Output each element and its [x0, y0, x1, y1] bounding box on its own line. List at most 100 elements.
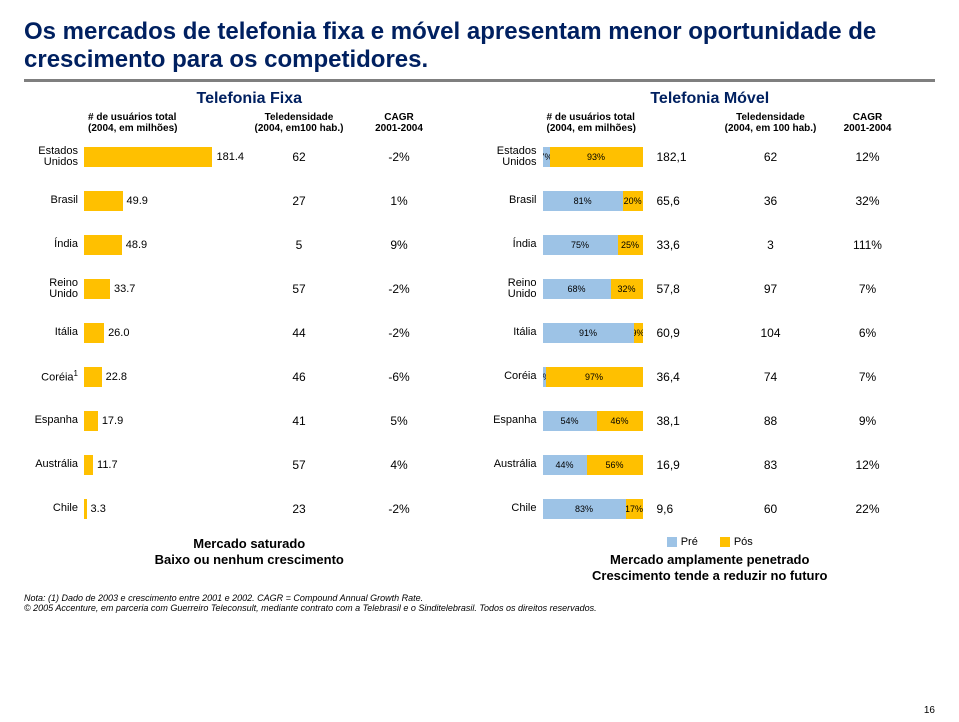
segment-pos: 56% [587, 455, 643, 475]
segment-pos: 25% [618, 235, 643, 255]
segment-pos: 20% [623, 191, 643, 211]
bar-value: 22.8 [102, 371, 127, 383]
spacer [24, 112, 84, 134]
right-footer: Pré Pós Mercado amplamente penetradoCres… [485, 536, 936, 585]
segment-pre: 91% [543, 323, 634, 343]
left-data-row: Brasil49.9271% [24, 184, 475, 218]
tele-cell: 57 [244, 282, 354, 296]
left-panel: Telefonia Fixa # de usuários total(2004,… [24, 90, 475, 526]
right-data-row: Itália91%9%60,91046% [485, 316, 936, 350]
bar [84, 455, 93, 475]
bar [84, 279, 110, 299]
bar-area: 33.7 [84, 279, 244, 299]
segment-pre: 44% [543, 455, 587, 475]
cagr-cell: 22% [827, 502, 909, 516]
content-columns: Telefonia Fixa # de usuários total(2004,… [24, 90, 935, 526]
cagr-cell: 9% [827, 414, 909, 428]
bar-area: 181.4 [84, 147, 244, 167]
spacer [655, 112, 715, 134]
right-data-row: ReinoUnido68%32%57,8977% [485, 272, 936, 306]
left-footer-text: Mercado saturadoBaixo ou nenhum crescime… [24, 536, 475, 569]
right-data-row: EstadosUnidos7%93%182,16212% [485, 140, 936, 174]
cagr-cell: 12% [827, 458, 909, 472]
row-label: ReinoUnido [485, 278, 543, 301]
page-number: 16 [924, 705, 935, 716]
legend-pos: Pós [720, 536, 753, 548]
bar-value: 11.7 [93, 459, 118, 471]
bar [84, 191, 123, 211]
left-header-row: # de usuários total(2004, em milhões) Te… [24, 112, 475, 134]
row-label: EstadosUnidos [24, 146, 84, 169]
tele-cell: 36 [715, 194, 827, 208]
segment-pre: 83% [543, 499, 626, 519]
stacked-bar-area: 83%17% [543, 499, 655, 519]
left-footer: Mercado saturadoBaixo ou nenhum crescime… [24, 536, 475, 585]
tele-cell: 88 [715, 414, 827, 428]
left-data-row: Espanha17.9415% [24, 404, 475, 438]
left-header-cagr: CAGR2001-2004 [354, 112, 444, 134]
bar-value: 33.7 [110, 283, 135, 295]
row-label: ReinoUnido [24, 278, 84, 301]
row-label: Brasil [485, 195, 543, 207]
stacked-bar-area: 54%46% [543, 411, 655, 431]
right-header-row: # de usuários total(2004, em milhões) Te… [485, 112, 936, 134]
stacked-bar: 83%17% [543, 499, 643, 519]
cagr-cell: 9% [354, 238, 444, 252]
users-cell: 60,9 [655, 326, 715, 340]
right-data-row: Chile83%17%9,66022% [485, 492, 936, 526]
stacked-bar-area: 3%97% [543, 367, 655, 387]
tele-cell: 97 [715, 282, 827, 296]
footnotes: Nota: (1) Dado de 2003 e crescimento ent… [24, 593, 935, 615]
bar-value: 49.9 [123, 195, 148, 207]
row-label: Espanha [485, 415, 543, 427]
segment-pos: 17% [626, 499, 643, 519]
bar [84, 499, 87, 519]
row-label: Chile [24, 503, 84, 515]
bar-value: 48.9 [122, 239, 147, 251]
right-heading: Telefonia Móvel [485, 90, 936, 108]
tele-cell: 62 [244, 150, 354, 164]
cagr-cell: 32% [827, 194, 909, 208]
segment-pre: 68% [543, 279, 611, 299]
bar [84, 323, 104, 343]
tele-cell: 44 [244, 326, 354, 340]
left-data-row: Índia48.959% [24, 228, 475, 262]
bar [84, 235, 122, 255]
bar-area: 49.9 [84, 191, 244, 211]
bar-value: 181.4 [212, 151, 244, 163]
right-header-tele: Teledensidade(2004, em 100 hab.) [715, 112, 827, 134]
row-label: Índia [24, 239, 84, 251]
row-label: Coréia1 [24, 370, 84, 384]
left-heading: Telefonia Fixa [24, 90, 475, 108]
row-label: Chile [485, 503, 543, 515]
tele-cell: 74 [715, 370, 827, 384]
stacked-bar: 54%46% [543, 411, 643, 431]
users-cell: 65,6 [655, 194, 715, 208]
stacked-bar: 75%25% [543, 235, 643, 255]
right-data-row: Índia75%25%33,63111% [485, 228, 936, 262]
tele-cell: 41 [244, 414, 354, 428]
bar-value: 26.0 [104, 327, 129, 339]
bar-area: 17.9 [84, 411, 244, 431]
row-label: Coréia [485, 371, 543, 383]
cagr-cell: -2% [354, 326, 444, 340]
cagr-cell: 4% [354, 458, 444, 472]
right-data-row: Espanha54%46% 38,1889% [485, 404, 936, 438]
segment-pos: 9% [634, 323, 643, 343]
right-header-cagr: CAGR2001-2004 [827, 112, 909, 134]
segment-pos: 97% [546, 367, 643, 387]
users-cell: 36,4 [655, 370, 715, 384]
tele-cell: 83 [715, 458, 827, 472]
bar-value: 3.3 [87, 503, 106, 515]
users-cell: 182,1 [655, 150, 715, 164]
right-panel: Telefonia Móvel # de usuários total(2004… [485, 90, 936, 526]
users-cell: 38,1 [655, 414, 715, 428]
tele-cell: 62 [715, 150, 827, 164]
legend-pre: Pré [667, 536, 698, 548]
right-rows: EstadosUnidos7%93%182,16212%Brasil81%20%… [485, 140, 936, 526]
stacked-bar-area: 7%93% [543, 147, 655, 167]
stacked-bar-area: 44%56% [543, 455, 655, 475]
legend: Pré Pós [485, 536, 936, 548]
cagr-cell: 6% [827, 326, 909, 340]
left-data-row: EstadosUnidos181.462-2% [24, 140, 475, 174]
